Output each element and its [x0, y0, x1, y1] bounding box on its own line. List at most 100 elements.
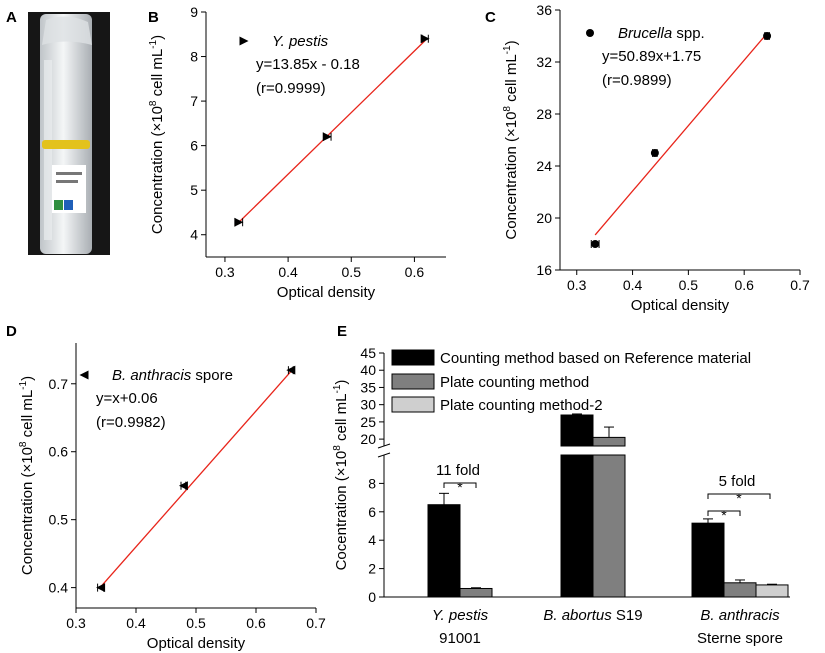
regression-equation: y=13.85x - 0.18 — [256, 56, 360, 73]
yellow-band — [42, 140, 90, 149]
correlation-coefficient: (r=0.9899) — [602, 72, 672, 89]
legend-label: B. anthracis spore — [112, 367, 233, 384]
fold-annotation: 5 fold — [719, 473, 756, 490]
x-category-label-line2: Sterne spore — [697, 630, 783, 647]
y-axis-label: Cocentration (×108 cell mL-1) — [332, 380, 350, 571]
bar — [755, 584, 789, 598]
x-tick-label: 0.3 — [567, 277, 587, 293]
panel-label-c: C — [485, 9, 496, 26]
data-point — [586, 29, 594, 37]
y-tick-label: 0.5 — [49, 512, 69, 528]
y-tick-label: 9 — [190, 4, 198, 20]
panel-d: D 0.3 0.4 0.5 0.6 0.7 0.4 0.5 0.6 0.7 Optical den… — [6, 323, 326, 652]
x-tick-label: 0.5 — [186, 615, 206, 631]
data-point — [178, 481, 188, 491]
correlation-coefficient: (r=0.9999) — [256, 80, 326, 97]
axis-break-mark — [377, 443, 391, 449]
y-axis-label: Concentration (×108 cell mL-1) — [502, 40, 520, 239]
regression-line — [100, 371, 292, 588]
y-tick-label: 35 — [360, 379, 376, 395]
tube-highlight — [44, 60, 52, 240]
y-tick-label: 20 — [536, 210, 552, 226]
tube-cap — [42, 16, 92, 45]
y-tick-label: 20 — [360, 431, 376, 447]
x-tick-label: 0.4 — [126, 615, 146, 631]
y-tick-label: 28 — [536, 106, 552, 122]
bar — [592, 436, 626, 447]
label-text-line — [56, 180, 78, 183]
significance-star: * — [736, 490, 742, 506]
correlation-coefficient: (r=0.9982) — [96, 414, 166, 431]
label-text-line — [56, 172, 82, 175]
y-tick-label: 6 — [368, 504, 376, 520]
y-tick-label: 0.4 — [49, 580, 69, 596]
x-tick-label: 0.6 — [246, 615, 266, 631]
bar — [560, 454, 594, 598]
y-axis-label: Concentration (×108 cell mL-1) — [18, 376, 36, 575]
data-point — [286, 365, 296, 375]
panel-label-a: A — [6, 9, 17, 26]
y-tick-label: 45 — [360, 345, 376, 361]
label-green-mark — [54, 200, 63, 210]
panel-c: C 0.3 0.4 0.5 0.6 0.7 16 20 24 28 32 36 Optical den… — [485, 2, 810, 314]
panel-label-e: E — [337, 323, 347, 340]
y-tick-label: 8 — [368, 475, 376, 491]
fold-annotation: 11 fold — [436, 462, 480, 479]
x-tick-label: 0.7 — [790, 277, 810, 293]
regression-line — [238, 40, 426, 223]
y-tick-label: 16 — [536, 262, 552, 278]
significance-star: * — [721, 507, 727, 523]
y-axis-label: Concentration (×108 cell mL-1) — [148, 35, 166, 234]
x-tick-label: 0.3 — [66, 615, 86, 631]
y-tick-label: 0.7 — [49, 376, 69, 392]
panel-b: B 0.3 0.4 0.5 0.6 4 5 6 7 8 9 Optical density Conce… — [148, 4, 446, 301]
data-point — [591, 240, 600, 248]
legend-label: Counting method based on Reference mater… — [440, 350, 751, 367]
x-tick-label: 0.4 — [623, 277, 643, 293]
label-blue-mark — [64, 200, 73, 210]
data-point — [650, 149, 659, 157]
legend-label: Plate counting method — [440, 374, 589, 391]
significance-star: * — [457, 479, 463, 495]
data-point — [79, 370, 89, 380]
y-tick-label: 30 — [360, 397, 376, 413]
data-point — [420, 34, 430, 44]
x-axis-label: Optical density — [147, 635, 246, 652]
significance-bracket — [707, 510, 741, 516]
y-tick-label: 25 — [360, 414, 376, 430]
data-point — [239, 36, 249, 46]
panel-label-b: B — [148, 9, 159, 26]
y-tick-label: 6 — [190, 138, 198, 154]
bar — [592, 454, 626, 598]
regression-line — [594, 32, 768, 236]
axis-break-gap — [560, 447, 594, 454]
regression-equation: y=x+0.06 — [96, 390, 158, 407]
x-tick-label: 0.7 — [306, 615, 326, 631]
y-tick-label: 5 — [190, 182, 198, 198]
legend-swatch — [391, 349, 435, 366]
legend-swatch — [391, 396, 435, 413]
y-tick-label: 8 — [190, 49, 198, 65]
x-axis-label: Optical density — [277, 284, 376, 301]
y-tick-label: 24 — [536, 158, 552, 174]
panel-label-d: D — [6, 323, 17, 340]
x-tick-label: 0.6 — [405, 264, 425, 280]
legend-label: Brucella spp. — [618, 25, 705, 42]
y-tick-label: 4 — [190, 227, 198, 243]
x-tick-label: 0.5 — [679, 277, 699, 293]
data-point — [763, 32, 772, 40]
x-category-label: Y. pestis — [432, 607, 489, 624]
y-tick-label: 4 — [368, 532, 376, 548]
x-category-label: B. abortus S19 — [543, 607, 642, 624]
legend-label: Plate counting method-2 — [440, 397, 603, 414]
x-category-label-line2: 91001 — [439, 630, 481, 647]
y-tick-label: 36 — [536, 2, 552, 18]
bar — [560, 414, 594, 447]
x-category-label: B. anthracis — [700, 607, 780, 624]
x-tick-label: 0.4 — [278, 264, 298, 280]
x-tick-label: 0.5 — [342, 264, 362, 280]
y-tick-label: 40 — [360, 362, 376, 378]
x-tick-label: 0.6 — [734, 277, 754, 293]
